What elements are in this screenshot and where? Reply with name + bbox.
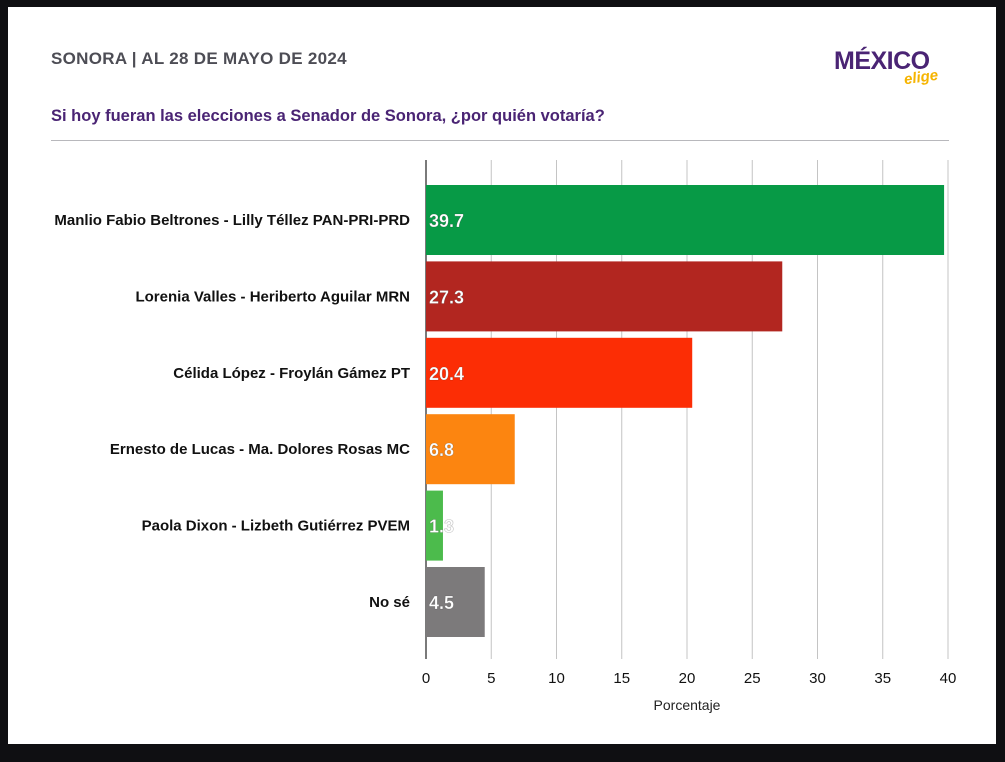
category-label: Lorenia Valles - Heriberto Aguilar MRN bbox=[135, 288, 410, 305]
x-axis-title: Porcentaje bbox=[654, 697, 721, 713]
x-tick-label: 5 bbox=[487, 670, 495, 687]
chart-header: SONORA | AL 28 DE MAYO DE 2024 bbox=[51, 49, 347, 68]
bar bbox=[426, 261, 783, 332]
x-tick-label: 0 bbox=[422, 670, 430, 687]
x-tick-label: 35 bbox=[874, 670, 891, 687]
x-tick-label: 30 bbox=[809, 670, 826, 687]
category-label: Ernesto de Lucas - Ma. Dolores Rosas MC bbox=[110, 441, 410, 458]
header-divider bbox=[51, 140, 949, 141]
bar bbox=[426, 185, 945, 255]
bar bbox=[426, 567, 485, 637]
value-label: 6.8 bbox=[429, 440, 454, 460]
x-tick-label: 25 bbox=[744, 670, 761, 687]
value-label: 27.3 bbox=[429, 287, 464, 307]
bar bbox=[426, 490, 443, 561]
category-label: Paola Dixon - Lizbeth Gutiérrez PVEM bbox=[142, 518, 410, 535]
value-label: 20.4 bbox=[429, 364, 464, 384]
chart-question: Si hoy fueran las elecciones a Senador d… bbox=[51, 107, 605, 125]
x-tick-label: 20 bbox=[679, 670, 696, 687]
x-tick-label: 40 bbox=[940, 670, 957, 687]
value-label: 1.3 bbox=[429, 517, 454, 537]
logo-main-text: MÉXICO bbox=[834, 47, 930, 75]
value-label: 39.7 bbox=[429, 211, 464, 231]
mexico-elige-logo: MÉXICO elige bbox=[834, 45, 949, 97]
x-tick-label: 15 bbox=[613, 670, 630, 687]
category-label: Célida López - Froylán Gámez PT bbox=[173, 365, 410, 382]
category-label: Manlio Fabio Beltrones - Lilly Téllez PA… bbox=[54, 212, 410, 229]
category-label: No sé bbox=[369, 594, 410, 611]
bar bbox=[426, 337, 693, 408]
bar bbox=[426, 414, 515, 485]
value-label: 4.5 bbox=[429, 593, 454, 613]
x-tick-label: 10 bbox=[548, 670, 565, 687]
